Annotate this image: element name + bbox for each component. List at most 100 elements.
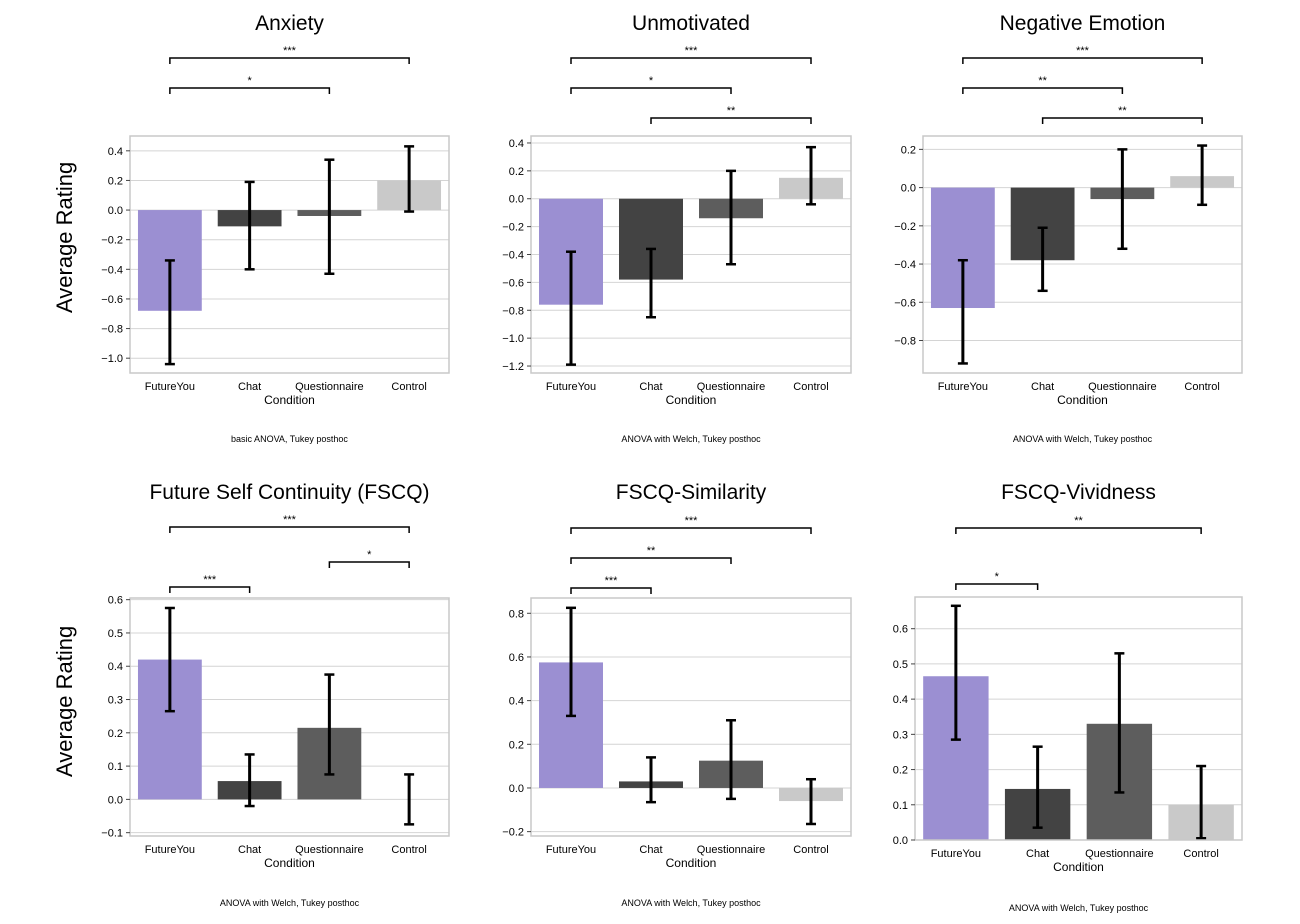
chart-title: FSCQ-Similarity	[616, 481, 767, 504]
chart-panel-4: −0.1 0.0 0.1 0.2 0.3 0.4 0.5 0.6 FutureYou Chat Qu…	[101, 481, 450, 908]
y-tick-label: −0.6	[894, 297, 916, 309]
y-tick-label: 0.6	[509, 652, 524, 664]
y-tick-label: −0.2	[101, 235, 123, 247]
x-tick-label: Chat	[1031, 381, 1054, 393]
x-tick-label: FutureYou	[931, 848, 981, 860]
significance-label: *	[367, 549, 372, 561]
y-tick-label: 0.2	[901, 144, 916, 156]
significance-bracket	[570, 557, 732, 564]
x-tick-label: Questionnaire	[295, 381, 364, 393]
significance-label: *	[995, 571, 1000, 583]
significance-label: *	[247, 75, 252, 87]
significance-bracket	[1041, 117, 1203, 124]
y-tick-label: 0.3	[893, 729, 908, 741]
x-tick-label: Control	[793, 844, 828, 856]
significance-bracket	[570, 587, 652, 594]
x-tick-label: Chat	[639, 381, 662, 393]
y-tick-label: 0.0	[509, 783, 524, 795]
significance-bracket	[962, 87, 1124, 94]
y-tick-label: −0.2	[502, 222, 524, 234]
test-note: ANOVA with Welch, Tukey posthoc	[1013, 434, 1153, 444]
y-tick-label: 0.0	[108, 794, 123, 806]
y-tick-label: 0.2	[509, 739, 524, 751]
x-axis-label: Condition	[666, 393, 717, 407]
y-tick-label: 0.0	[901, 183, 916, 195]
y-tick-label: 0.4	[509, 138, 524, 150]
significance-label: ***	[203, 574, 217, 586]
significance-bracket	[955, 583, 1039, 590]
plot-frame	[922, 135, 1243, 374]
y-tick-label: 0.0	[509, 194, 524, 206]
test-note: basic ANOVA, Tukey posthoc	[231, 434, 348, 444]
significance-bracket	[962, 57, 1203, 64]
significance-label: **	[1074, 515, 1083, 527]
y-tick-label: 0.4	[108, 661, 123, 673]
x-tick-label: Control	[1183, 848, 1218, 860]
significance-bracket	[169, 57, 410, 64]
significance-bracket	[570, 57, 812, 64]
significance-bracket	[169, 586, 251, 593]
y-tick-label: −0.2	[502, 827, 524, 839]
x-tick-label: FutureYou	[546, 381, 596, 393]
chart-title: Negative Emotion	[1000, 12, 1166, 35]
y-tick-label: 0.2	[108, 728, 123, 740]
y-tick-label: 0.3	[108, 695, 123, 707]
significance-label: ***	[605, 575, 619, 587]
x-axis-label: Condition	[1053, 860, 1104, 874]
x-tick-label: FutureYou	[145, 844, 195, 856]
test-note: ANOVA with Welch, Tukey posthoc	[220, 898, 360, 908]
y-tick-label: 0.2	[509, 166, 524, 178]
y-tick-label: 0.1	[108, 761, 123, 773]
x-tick-label: FutureYou	[938, 381, 988, 393]
y-tick-label: 0.4	[108, 146, 123, 158]
y-tick-label: −1.0	[101, 353, 123, 365]
test-note: ANOVA with Welch, Tukey posthoc	[1009, 903, 1149, 913]
y-tick-label: 0.5	[108, 628, 123, 640]
y-tick-label: 0.2	[893, 765, 908, 777]
x-tick-label: Control	[793, 381, 828, 393]
chart-title: FSCQ-Vividness	[1001, 481, 1156, 504]
chart-panel-6: 0.0 0.1 0.2 0.3 0.4 0.5 0.6 FutureYou Chat Questi…	[893, 481, 1243, 913]
significance-bracket	[570, 527, 812, 534]
x-tick-label: FutureYou	[145, 381, 195, 393]
y-tick-label: 0.0	[108, 205, 123, 217]
significance-label: ***	[685, 45, 699, 57]
significance-label: ***	[283, 45, 297, 57]
y-tick-label: −1.2	[502, 361, 524, 373]
x-axis-label: Condition	[666, 856, 717, 870]
chart-title: Anxiety	[255, 12, 324, 35]
y-tick-label: −0.6	[101, 294, 123, 306]
y-tick-label: −0.1	[101, 828, 123, 840]
significance-label: ***	[1076, 45, 1090, 57]
x-tick-label: Control	[1184, 381, 1219, 393]
significance-bracket	[328, 561, 410, 568]
chart-title: Future Self Continuity (FSCQ)	[149, 481, 429, 504]
x-axis-label: Condition	[1057, 393, 1108, 407]
y-tick-label: −0.4	[502, 250, 524, 262]
x-tick-label: Chat	[639, 844, 662, 856]
significance-label: *	[649, 75, 654, 87]
x-tick-label: Control	[391, 381, 426, 393]
significance-label: ***	[685, 515, 699, 527]
plot-frame	[129, 597, 450, 837]
x-tick-label: FutureYou	[546, 844, 596, 856]
chart-title: Unmotivated	[632, 12, 750, 35]
x-tick-label: Questionnaire	[697, 381, 766, 393]
plot-frame	[129, 135, 450, 374]
chart-panel-1: −1.0 −0.8 −0.6 −0.4 −0.2 0.0 0.2 0.4 FutureYou Ch…	[101, 12, 450, 444]
significance-bracket	[169, 526, 410, 533]
y-tick-label: −0.4	[101, 264, 123, 276]
y-tick-label: 0.4	[893, 694, 908, 706]
x-axis-label: Condition	[264, 393, 315, 407]
significance-label: **	[1118, 105, 1127, 117]
significance-label: **	[647, 545, 656, 557]
y-tick-label: −1.0	[502, 333, 524, 345]
chart-panel-2: −1.2 −1.0 −0.8 −0.6 −0.4 −0.2 0.0 0.2 0.4 FutureY…	[502, 12, 852, 444]
y-tick-label: 0.2	[108, 175, 123, 187]
y-tick-label: −0.2	[894, 221, 916, 233]
chart-panel-5: −0.2 0.0 0.2 0.4 0.6 0.8 FutureYou Chat Question…	[502, 481, 852, 908]
x-tick-label: Chat	[1026, 848, 1049, 860]
y-tick-label: 0.1	[893, 800, 908, 812]
y-tick-label: −0.8	[894, 336, 916, 348]
